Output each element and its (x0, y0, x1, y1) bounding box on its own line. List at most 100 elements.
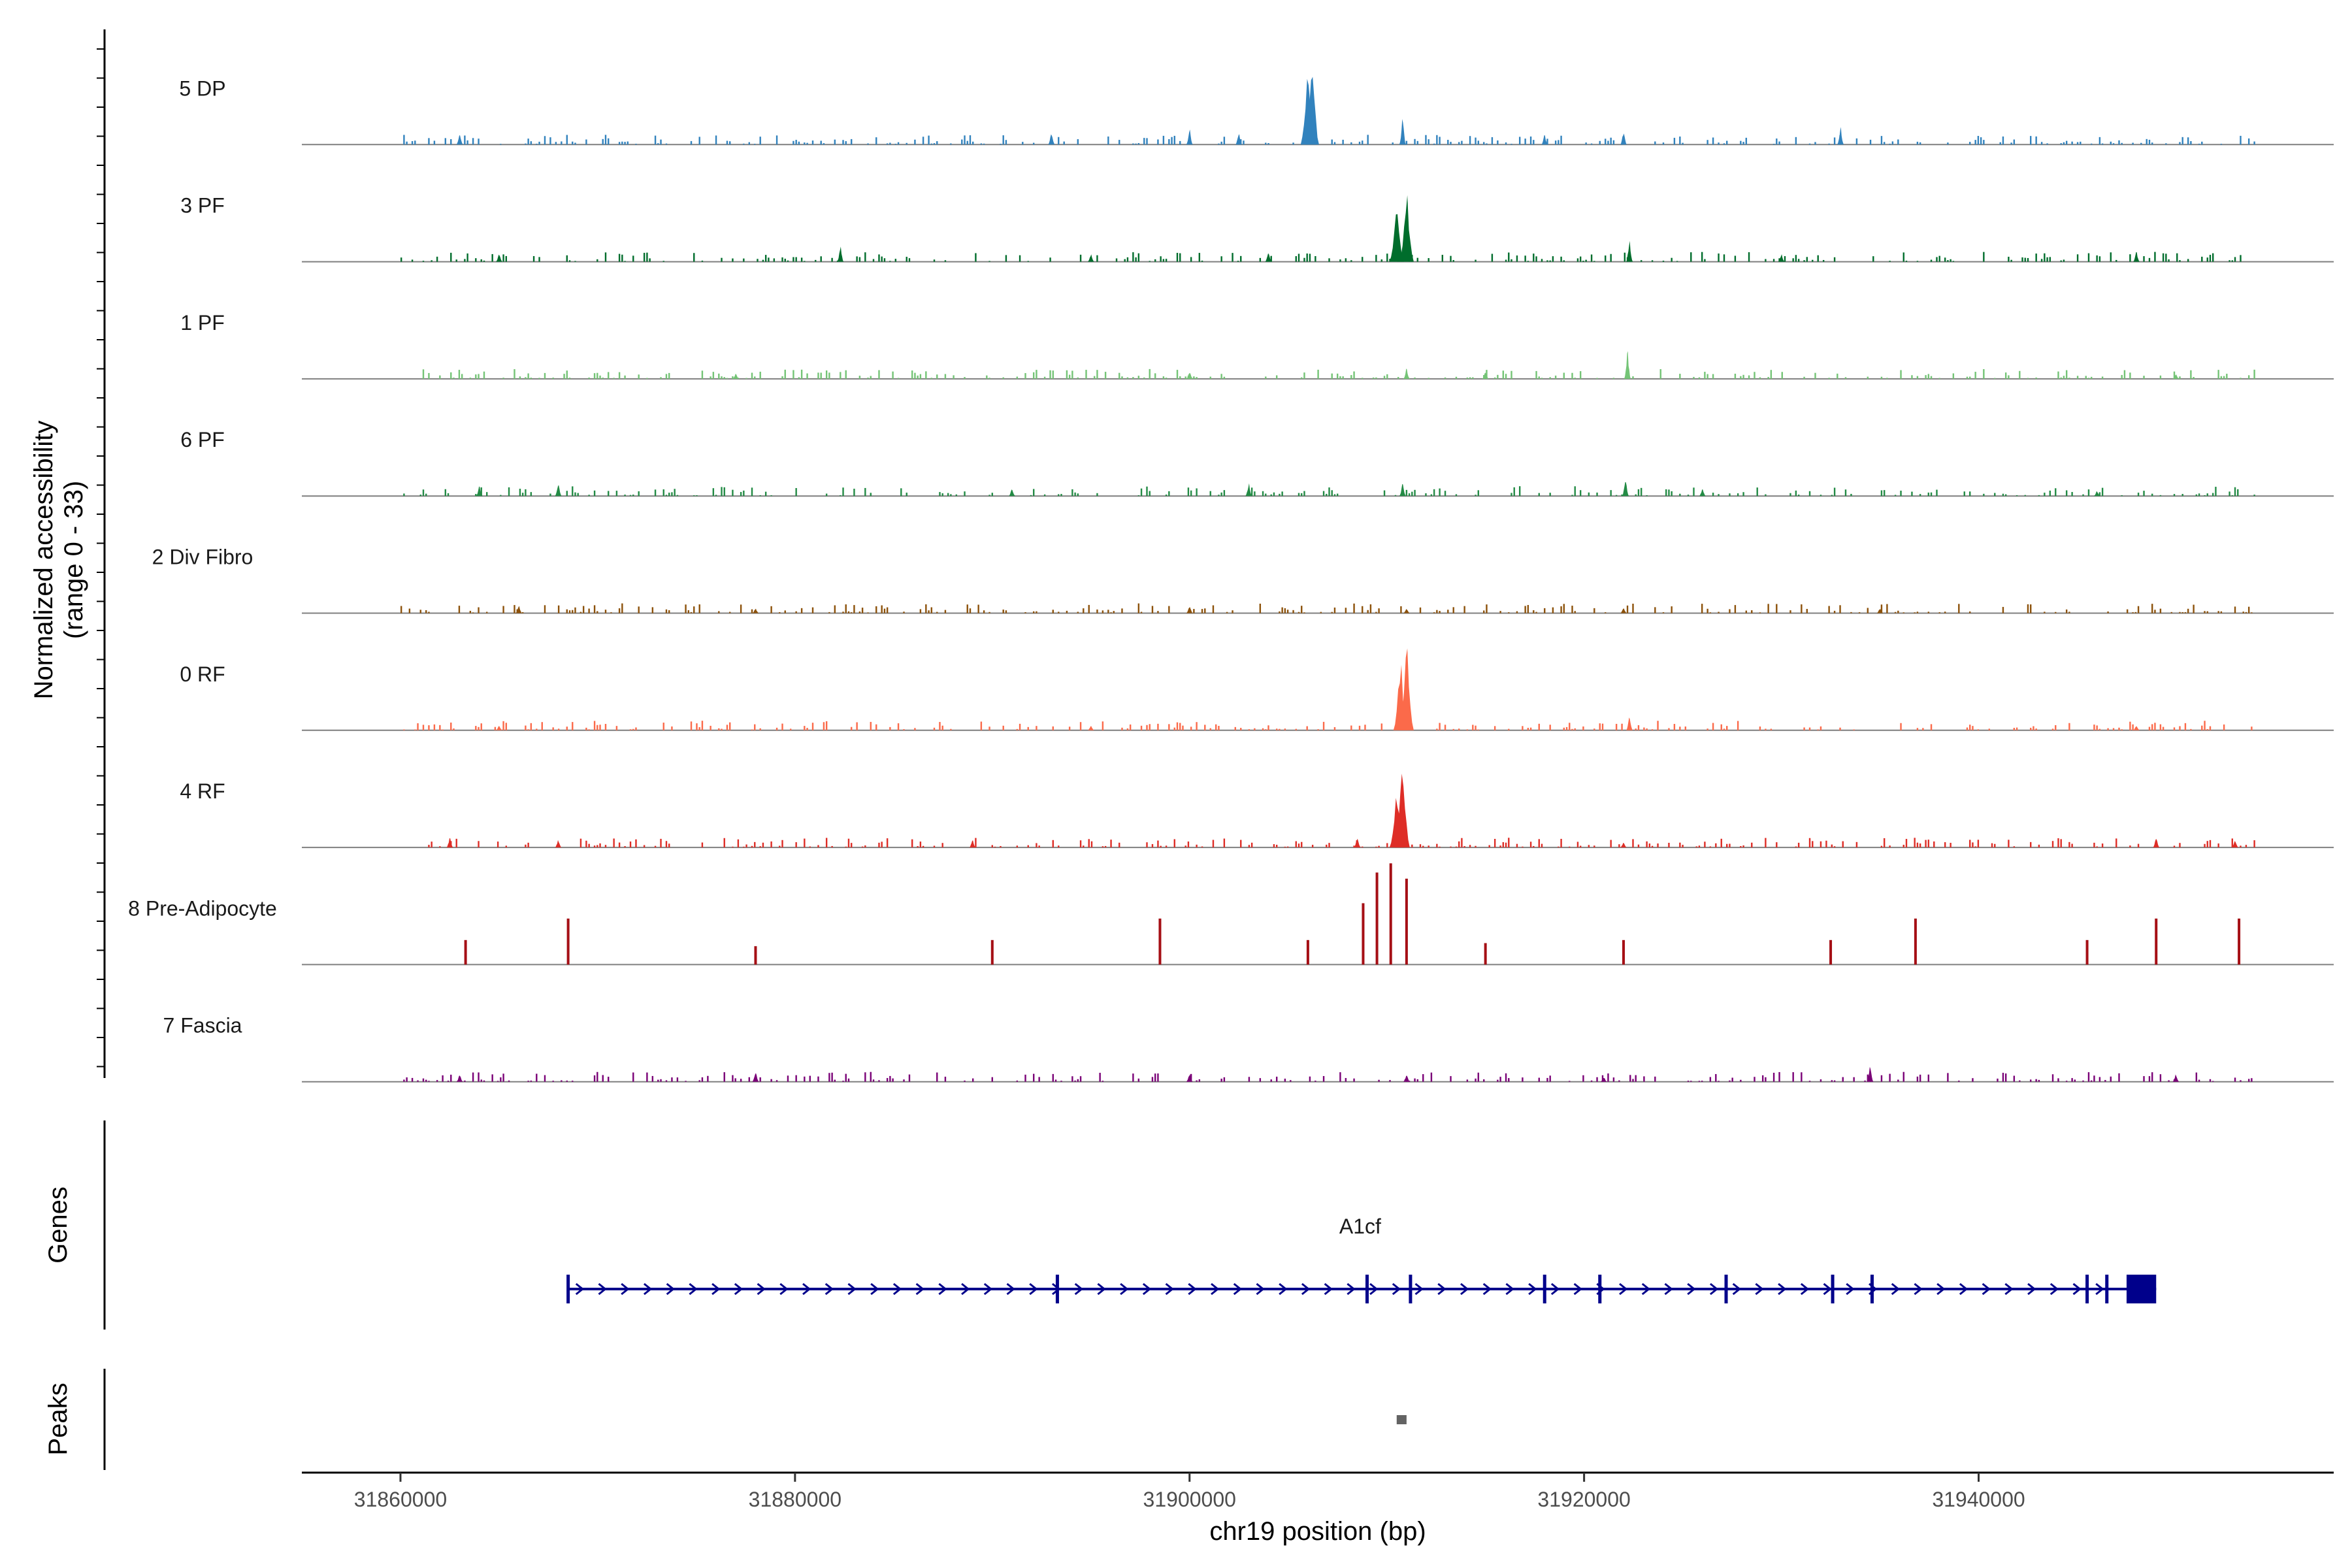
coverage-bin (770, 841, 772, 848)
coverage-bin (632, 1072, 634, 1082)
coverage-bin (745, 844, 747, 848)
track-6: 4 RF (180, 774, 2334, 849)
coverage-bin (1452, 260, 1454, 262)
coverage-bin (721, 257, 723, 262)
coverage-peak (1186, 372, 1193, 379)
coverage-bin (2049, 490, 2051, 497)
coverage-bin (1797, 259, 1800, 262)
coverage-bin (403, 1079, 405, 1082)
coverage-bin (588, 377, 590, 379)
coverage-bin (751, 845, 753, 848)
coverage-bin (751, 487, 753, 497)
coverage-bin (654, 135, 657, 145)
coverage-bin (1358, 141, 1361, 145)
coverage-bin (1554, 140, 1557, 145)
coverage-bin (1499, 611, 1501, 613)
coverage-bin (1546, 260, 1548, 262)
coverage-bin (1154, 373, 1156, 379)
coverage-bin (532, 255, 535, 262)
coverage-bin (2212, 493, 2214, 497)
coverage-bin (770, 1079, 772, 1082)
coverage-bin (527, 139, 529, 145)
coverage-bin (525, 844, 527, 848)
coverage-bin (1414, 139, 1416, 145)
coverage-bin (1107, 610, 1109, 613)
coverage-bin (831, 257, 833, 262)
coverage-bin (1309, 1076, 1311, 1082)
coverage-bin (541, 722, 543, 730)
coverage-bin (740, 1079, 742, 1082)
coverage-bin (1397, 376, 1399, 379)
coverage-peak (1354, 838, 1361, 848)
coverage-bin (1408, 1081, 1411, 1082)
coverage-bin (897, 723, 900, 730)
coverage-bin (2071, 843, 2073, 848)
coverage-bin (1751, 610, 1753, 613)
coverage-bin (1209, 728, 1211, 730)
coverage-bin (502, 606, 504, 613)
track-label: 8 Pre-Adipocyte (128, 896, 277, 920)
coverage-bin (555, 142, 557, 145)
coverage-bin (1601, 723, 1604, 730)
coverage-bin (1405, 489, 1408, 497)
coverage-bin (2068, 723, 2070, 730)
coverage-bin (544, 136, 546, 145)
coverage-bin (665, 609, 668, 613)
coverage-peak (1300, 78, 1315, 145)
coverage-bin (2204, 721, 2206, 730)
coverage-bin (1571, 728, 1573, 730)
coverage-bin (889, 1075, 891, 1082)
coverage-bin (1090, 841, 1093, 848)
coverage-bin (1386, 843, 1388, 848)
coverage-bin (1626, 605, 1629, 613)
coverage-bin (1060, 494, 1062, 497)
coverage-bin (1405, 140, 1408, 145)
coverage-bin (1508, 728, 1510, 730)
coverage-bin (745, 378, 747, 379)
coverage-bin (1574, 728, 1576, 730)
coverage-bin (2240, 135, 2242, 145)
coverage-bin (732, 376, 734, 379)
coverage-bin (1969, 611, 1971, 613)
coverage-bin (1137, 603, 1140, 613)
coverage-bin (1579, 256, 1582, 262)
coverage-peak (1362, 903, 1365, 965)
coverage-bin (447, 493, 449, 497)
coverage-bin (1372, 377, 1375, 379)
coverage-bin (1295, 728, 1297, 730)
coverage-bin (1002, 725, 1004, 730)
coverage-bin (1969, 142, 1971, 145)
coverage-peak (2085, 939, 2089, 965)
coverage-bin (1839, 605, 1841, 613)
coverage-bin (1582, 1075, 1584, 1082)
coverage-bin (1362, 140, 1364, 145)
coverage-bin (568, 260, 571, 262)
coverage-bin (754, 841, 756, 848)
gene-strand-arrow (1823, 1282, 1832, 1296)
coverage-peak (1245, 483, 1252, 497)
coverage-bin (941, 843, 943, 848)
coverage-peak (1403, 368, 1410, 379)
coverage-bin (472, 612, 474, 613)
coverage-bin (1740, 140, 1742, 145)
coverage-bin (861, 608, 864, 613)
coverage-bin (1088, 604, 1090, 613)
coverage-bin (1149, 491, 1151, 497)
coverage-bin (2240, 845, 2242, 848)
coverage-bin (1508, 838, 1510, 848)
coverage-bin (698, 604, 700, 613)
coverage-bin (828, 1073, 830, 1082)
coverage-bin (1132, 252, 1134, 262)
coverage-bin (2159, 1074, 2162, 1082)
coverage-bin (903, 612, 905, 613)
coverage-bin (508, 487, 510, 497)
coverage-bin (525, 725, 527, 730)
coverage-bin (2087, 378, 2090, 379)
coverage-bin (1803, 727, 1805, 730)
coverage-bin (1267, 725, 1269, 730)
coverage-bin (1301, 493, 1303, 497)
coverage-bin (621, 603, 623, 613)
coverage-bin (2159, 724, 2162, 730)
coverage-peak (1541, 135, 1548, 145)
coverage-bin (1309, 253, 1311, 262)
